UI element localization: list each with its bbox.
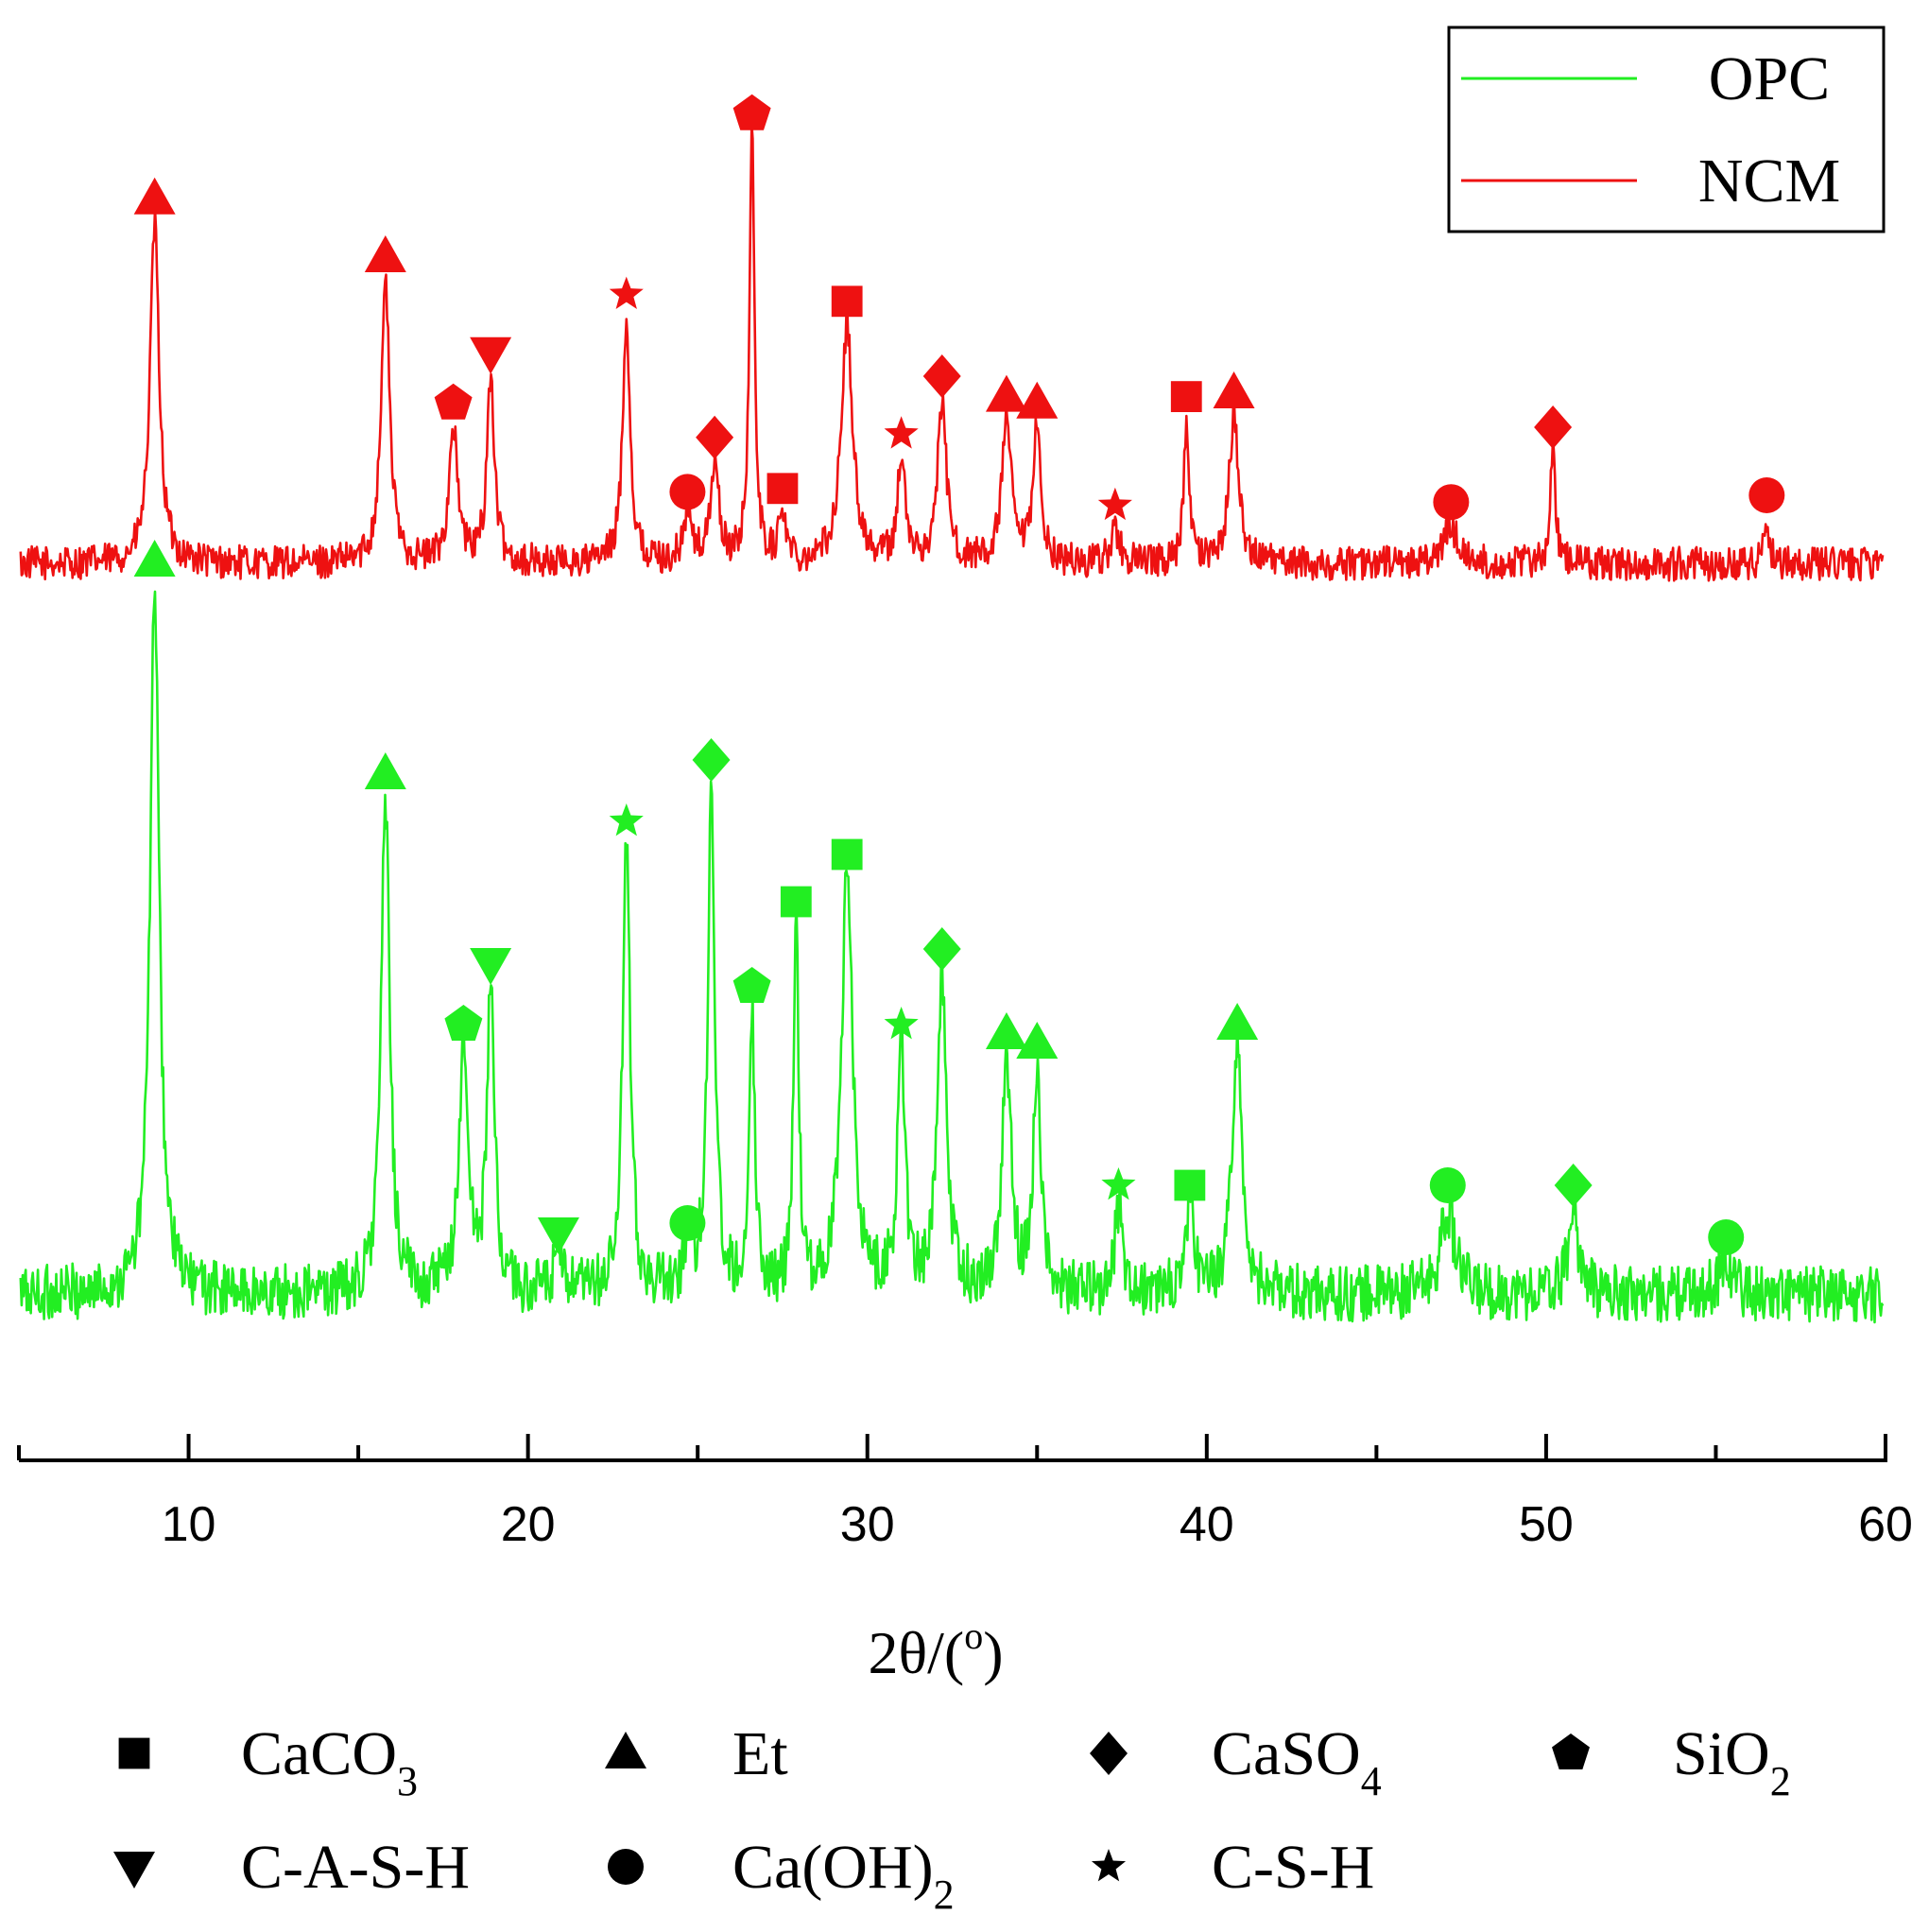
series-layer bbox=[19, 122, 1885, 1324]
peak-marker-opc-triangle-down bbox=[470, 948, 512, 985]
peak-marker-opc-circle bbox=[1708, 1219, 1745, 1255]
peak-marker-opc-diamond bbox=[692, 738, 731, 782]
line-legend: OPC NCM bbox=[1447, 26, 1886, 233]
legend-symbol-star bbox=[1091, 1849, 1127, 1882]
peak-marker-ncm-square bbox=[831, 285, 863, 318]
peak-marker-ncm-triangle-up bbox=[1213, 371, 1255, 408]
peak-marker-ncm-circle bbox=[669, 474, 706, 510]
phase-legend-label: CaCO3 bbox=[241, 1719, 418, 1804]
peak-marker-ncm-diamond bbox=[1534, 405, 1573, 449]
peak-marker-ncm-star bbox=[1097, 487, 1132, 521]
peak-marker-opc-triangle-up bbox=[1016, 1022, 1059, 1059]
legend-symbol-pentagon bbox=[1552, 1734, 1590, 1769]
x-tick-label: 40 bbox=[1180, 1497, 1234, 1552]
peak-marker-opc-pentagon bbox=[732, 967, 771, 1003]
phase-legend-label: SiO2 bbox=[1673, 1719, 1791, 1804]
phase-marker-layer bbox=[133, 94, 1785, 1255]
peak-marker-opc-star bbox=[609, 803, 644, 837]
phase-legend-item: Ca(OH)2 bbox=[608, 1833, 955, 1918]
peak-marker-opc-triangle-up bbox=[1216, 1003, 1259, 1040]
peak-marker-ncm-triangle-up bbox=[364, 235, 406, 272]
legend-label-opc: OPC bbox=[1709, 44, 1830, 113]
legend-symbol-triangle-down bbox=[113, 1852, 155, 1889]
phase-legend-item: C-A-S-H bbox=[113, 1833, 470, 1902]
phase-legend-item: CaCO3 bbox=[118, 1719, 418, 1804]
peak-marker-opc-circle bbox=[1429, 1167, 1466, 1203]
peak-marker-ncm-square bbox=[766, 473, 799, 505]
legend-symbol-square bbox=[118, 1737, 150, 1769]
peak-marker-ncm-triangle-up bbox=[1016, 381, 1059, 419]
x-tick-label: 50 bbox=[1519, 1497, 1574, 1552]
legend-symbol-circle bbox=[608, 1849, 644, 1885]
peak-marker-opc-triangle-up bbox=[985, 1012, 1027, 1049]
peak-marker-opc-star bbox=[1101, 1167, 1136, 1200]
peak-marker-ncm-pentagon bbox=[434, 383, 473, 420]
peak-marker-opc-diamond bbox=[922, 927, 961, 971]
peak-marker-ncm-triangle-up bbox=[985, 374, 1027, 412]
peak-marker-opc-star bbox=[884, 1007, 919, 1040]
x-axis-label: 2θ/(o) bbox=[868, 1614, 1003, 1686]
x-tick-layer: 10 20 30 40 50 60 bbox=[17, 1434, 1913, 1552]
phase-legend-label: Ca(OH)2 bbox=[732, 1833, 955, 1918]
phase-legend-label: CaSO4 bbox=[1212, 1719, 1382, 1804]
legend-label-ncm: NCM bbox=[1698, 147, 1840, 216]
peak-marker-ncm-diamond bbox=[696, 415, 734, 459]
legend-symbol-triangle-up bbox=[605, 1732, 646, 1768]
peak-marker-opc-circle bbox=[669, 1205, 706, 1241]
peak-marker-ncm-triangle-down bbox=[470, 336, 512, 374]
x-axis: 10 20 30 40 50 60 bbox=[17, 1434, 1913, 1552]
x-tick-label: 10 bbox=[162, 1497, 216, 1552]
phase-legend-label: C-A-S-H bbox=[241, 1833, 470, 1902]
peak-marker-ncm-star bbox=[609, 276, 644, 309]
peak-marker-ncm-diamond bbox=[922, 354, 961, 398]
peak-marker-opc-triangle-up bbox=[133, 540, 176, 577]
peak-marker-opc-square bbox=[780, 886, 812, 918]
peak-marker-ncm-pentagon bbox=[732, 94, 771, 130]
peak-marker-ncm-circle bbox=[1433, 484, 1470, 521]
series-line-ncm bbox=[19, 122, 1885, 582]
peak-marker-opc-pentagon bbox=[444, 1005, 483, 1041]
peak-marker-opc-square bbox=[1174, 1169, 1206, 1201]
x-tick-label: 20 bbox=[501, 1497, 556, 1552]
series-line-opc bbox=[19, 590, 1885, 1324]
x-tick-label: 60 bbox=[1858, 1497, 1913, 1552]
peak-marker-ncm-circle bbox=[1748, 477, 1785, 513]
peak-marker-opc-triangle-up bbox=[364, 752, 406, 789]
legend-frame bbox=[1447, 26, 1886, 233]
phase-legend-item: CaSO4 bbox=[1090, 1719, 1382, 1804]
peak-marker-opc-triangle-down bbox=[537, 1217, 579, 1254]
phase-legend-item: C-S-H bbox=[1091, 1833, 1374, 1902]
phase-legend: CaCO3 Et CaSO4 SiO2 C-A-S-H Ca(OH)2 C-S-H bbox=[113, 1719, 1791, 1918]
peak-marker-ncm-triangle-up bbox=[133, 177, 176, 215]
legend-symbol-diamond bbox=[1090, 1732, 1128, 1775]
peak-marker-opc-square bbox=[831, 838, 863, 871]
phase-legend-item: Et bbox=[605, 1719, 788, 1788]
phase-legend-item: SiO2 bbox=[1552, 1719, 1791, 1804]
phase-legend-label: Et bbox=[732, 1719, 788, 1788]
peak-marker-ncm-square bbox=[1170, 381, 1202, 412]
x-tick-label: 30 bbox=[840, 1497, 895, 1552]
peak-marker-opc-diamond bbox=[1554, 1164, 1593, 1207]
phase-legend-label: C-S-H bbox=[1212, 1833, 1374, 1902]
peak-marker-ncm-star bbox=[884, 416, 919, 449]
